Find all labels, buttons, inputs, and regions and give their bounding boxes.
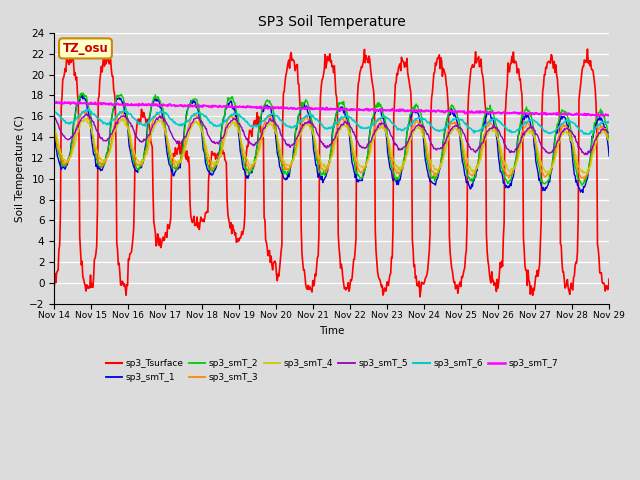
sp3_smT_1 bbox=[175, 164, 182, 170]
sp3_smT_6 bbox=[605, 120, 613, 125]
sp3_smT_3 bbox=[60, 162, 68, 168]
sp3_smT_5 bbox=[175, 141, 182, 146]
sp3_smT_2 bbox=[605, 138, 613, 144]
sp3_smT_2 bbox=[60, 163, 68, 168]
sp3_smT_3 bbox=[400, 159, 408, 165]
sp3_smT_2 bbox=[400, 156, 408, 161]
sp3_smT_5 bbox=[416, 123, 424, 129]
sp3_smT_1 bbox=[77, 92, 84, 98]
sp3_smT_4 bbox=[583, 171, 591, 177]
sp3_smT_6 bbox=[60, 118, 68, 124]
sp3_smT_1 bbox=[579, 190, 587, 195]
Line: sp3_smT_3: sp3_smT_3 bbox=[54, 111, 609, 180]
sp3_smT_7 bbox=[605, 113, 613, 119]
sp3_smT_3 bbox=[605, 138, 613, 144]
sp3_smT_1 bbox=[605, 153, 613, 159]
sp3_smT_5 bbox=[400, 144, 408, 150]
sp3_smT_5 bbox=[605, 130, 613, 135]
sp3_smT_4 bbox=[119, 115, 127, 120]
sp3_smT_2 bbox=[51, 117, 58, 123]
sp3_Tsurface bbox=[204, 208, 211, 214]
sp3_smT_4 bbox=[118, 116, 125, 122]
sp3_Tsurface bbox=[60, 72, 68, 78]
sp3_smT_7 bbox=[174, 103, 182, 109]
Line: sp3_smT_4: sp3_smT_4 bbox=[54, 118, 609, 174]
Line: sp3_smT_2: sp3_smT_2 bbox=[54, 93, 609, 185]
Line: sp3_smT_6: sp3_smT_6 bbox=[54, 109, 609, 134]
sp3_smT_4 bbox=[175, 157, 182, 163]
sp3_smT_5 bbox=[204, 132, 212, 138]
Line: sp3_smT_5: sp3_smT_5 bbox=[54, 114, 609, 155]
sp3_smT_2 bbox=[118, 94, 126, 100]
sp3_smT_1 bbox=[204, 168, 212, 173]
sp3_smT_2 bbox=[578, 182, 586, 188]
Line: sp3_Tsurface: sp3_Tsurface bbox=[54, 49, 609, 297]
sp3_smT_6 bbox=[51, 109, 58, 115]
sp3_smT_5 bbox=[51, 114, 58, 120]
sp3_smT_5 bbox=[60, 133, 68, 139]
Line: sp3_smT_1: sp3_smT_1 bbox=[54, 95, 609, 192]
sp3_Tsurface bbox=[174, 145, 182, 151]
sp3_smT_7 bbox=[600, 113, 608, 119]
sp3_smT_6 bbox=[118, 109, 126, 115]
sp3_smT_2 bbox=[204, 162, 212, 168]
sp3_Tsurface bbox=[584, 46, 591, 52]
Title: SP3 Soil Temperature: SP3 Soil Temperature bbox=[258, 15, 406, 29]
sp3_smT_2 bbox=[416, 108, 424, 114]
sp3_smT_3 bbox=[580, 177, 588, 182]
sp3_smT_2 bbox=[175, 164, 182, 170]
sp3_smT_7 bbox=[204, 103, 211, 109]
sp3_smT_6 bbox=[585, 131, 593, 137]
Line: sp3_smT_7: sp3_smT_7 bbox=[54, 102, 609, 116]
sp3_smT_6 bbox=[400, 127, 408, 133]
sp3_smT_4 bbox=[60, 157, 68, 163]
sp3_smT_6 bbox=[416, 116, 424, 121]
sp3_smT_1 bbox=[60, 165, 68, 171]
sp3_Tsurface bbox=[415, 278, 423, 284]
X-axis label: Time: Time bbox=[319, 326, 344, 336]
sp3_smT_1 bbox=[51, 129, 58, 135]
sp3_smT_6 bbox=[204, 117, 212, 123]
sp3_smT_4 bbox=[605, 137, 613, 143]
sp3_smT_3 bbox=[118, 110, 126, 116]
sp3_Tsurface bbox=[399, 58, 407, 64]
sp3_smT_6 bbox=[175, 122, 182, 128]
sp3_smT_1 bbox=[118, 99, 126, 105]
sp3_smT_3 bbox=[51, 126, 58, 132]
sp3_Tsurface bbox=[118, 282, 125, 288]
sp3_smT_4 bbox=[51, 121, 58, 127]
sp3_Tsurface bbox=[51, 285, 58, 290]
sp3_smT_7 bbox=[399, 108, 407, 114]
sp3_Tsurface bbox=[416, 294, 424, 300]
sp3_smT_7 bbox=[415, 108, 423, 114]
sp3_smT_6 bbox=[84, 106, 92, 112]
sp3_smT_4 bbox=[400, 159, 408, 165]
sp3_smT_7 bbox=[51, 99, 58, 105]
Y-axis label: Soil Temperature (C): Soil Temperature (C) bbox=[15, 115, 25, 222]
sp3_Tsurface bbox=[605, 276, 613, 282]
Text: TZ_osu: TZ_osu bbox=[63, 42, 108, 55]
sp3_smT_4 bbox=[416, 126, 424, 132]
sp3_smT_3 bbox=[81, 108, 88, 114]
sp3_smT_2 bbox=[78, 90, 86, 96]
sp3_smT_3 bbox=[175, 163, 182, 168]
sp3_smT_1 bbox=[400, 159, 408, 165]
sp3_smT_7 bbox=[118, 101, 125, 107]
sp3_smT_1 bbox=[416, 119, 424, 125]
sp3_smT_4 bbox=[204, 150, 212, 156]
sp3_smT_5 bbox=[118, 114, 126, 120]
sp3_smT_7 bbox=[60, 100, 68, 106]
Legend: sp3_Tsurface, sp3_smT_1, sp3_smT_2, sp3_smT_3, sp3_smT_4, sp3_smT_5, sp3_smT_6, : sp3_Tsurface, sp3_smT_1, sp3_smT_2, sp3_… bbox=[102, 356, 561, 385]
sp3_smT_3 bbox=[204, 156, 212, 162]
sp3_smT_5 bbox=[83, 111, 90, 117]
sp3_smT_5 bbox=[584, 152, 591, 157]
sp3_smT_3 bbox=[416, 120, 424, 126]
